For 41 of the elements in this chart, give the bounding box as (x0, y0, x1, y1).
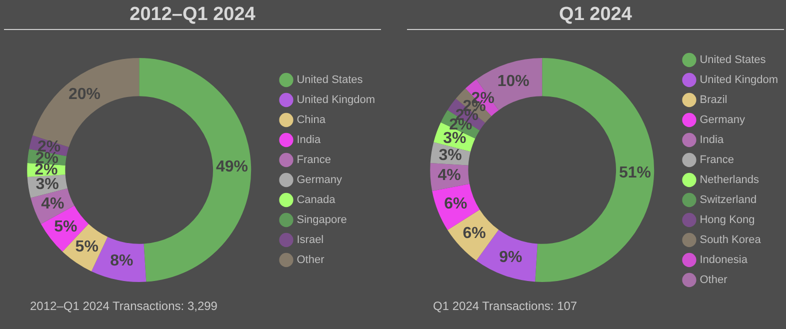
data-label: 3% (36, 176, 59, 193)
legend-label: Switzerland (700, 194, 757, 206)
data-label: 4% (41, 196, 64, 213)
chart-title: 2012–Q1 2024 (4, 4, 381, 30)
legend-label: Netherlands (700, 174, 760, 186)
legend-label: India (700, 134, 724, 146)
legend-label: South Korea (700, 234, 762, 246)
legend-label: China (296, 114, 326, 126)
text: 2012–Q1 2024 Transactions: 3,299 (30, 299, 218, 313)
legend-label: Indonesia (700, 254, 748, 266)
data-label: 49% (216, 158, 248, 176)
legend-label: United Kingdom (700, 74, 778, 86)
data-label: 3% (438, 146, 462, 164)
data-label: 6% (444, 196, 468, 213)
legend-label: United States (296, 74, 364, 86)
data-label: 5% (75, 238, 98, 256)
legend-label: Singapore (296, 214, 347, 226)
chart-title: Q1 2024 (407, 4, 784, 30)
legend-label: United States (700, 54, 766, 66)
data-label: 3% (443, 130, 466, 147)
text: Q1 2024 Transactions: 107 (433, 299, 578, 313)
data-label: 10% (497, 72, 530, 90)
legend-label: France (296, 154, 331, 166)
legend-label: United Kingdom (296, 94, 376, 106)
data-label: 51% (619, 164, 652, 182)
legend-label: Hong Kong (700, 214, 755, 226)
legend-label: Canada (296, 194, 336, 206)
legend-label: Germany (296, 174, 342, 186)
data-label: 5% (54, 218, 78, 236)
legend-label: Other (296, 254, 325, 266)
legend-label: Israel (296, 234, 324, 246)
data-label: 4% (438, 167, 461, 184)
data-label: 8% (110, 252, 134, 270)
legend-label: Germany (700, 114, 746, 126)
legend-label: Brazil (700, 94, 728, 106)
data-label: 6% (462, 225, 486, 242)
data-label: 20% (68, 86, 100, 104)
legend-label: Other (700, 274, 728, 286)
legend-label: India (296, 134, 322, 146)
data-label: 9% (499, 248, 522, 266)
legend-label: France (700, 154, 734, 166)
